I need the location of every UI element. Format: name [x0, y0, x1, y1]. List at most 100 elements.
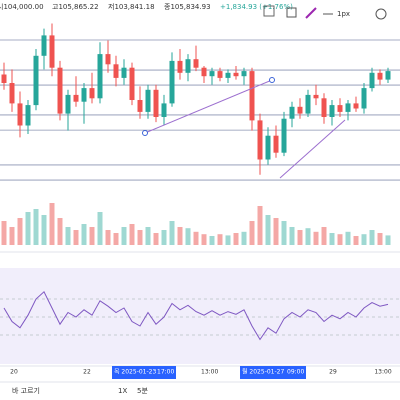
crosshair-box	[240, 366, 306, 379]
candle-body	[241, 71, 247, 77]
volume-bar	[329, 233, 335, 245]
volume-bar	[193, 231, 199, 245]
x-tick-label: 22	[83, 369, 91, 376]
volume-bar	[177, 227, 183, 245]
crosshair-date: 월 2025-01-27	[242, 368, 284, 376]
handle[interactable]	[142, 130, 148, 136]
candle-body	[233, 72, 239, 77]
volume-bar	[105, 230, 111, 245]
candle-body	[177, 60, 183, 73]
volume-bar	[113, 233, 119, 245]
volume-bar	[33, 209, 39, 245]
volume-bar	[161, 230, 167, 245]
candle-body	[361, 88, 367, 109]
candle-body	[169, 60, 175, 104]
handle[interactable]	[269, 77, 275, 83]
x-tick-label: 20	[10, 369, 18, 376]
header-close: 종105,834.93	[164, 3, 211, 11]
candle-body	[57, 67, 63, 114]
trend-line	[144, 79, 273, 134]
candle-body	[313, 94, 319, 99]
volume-bar	[297, 230, 303, 245]
volume-bar	[185, 228, 191, 245]
candle-body	[113, 64, 119, 78]
candle-body	[265, 135, 271, 160]
trend-line	[279, 119, 346, 179]
volume-bar	[233, 233, 239, 245]
candle-body	[129, 67, 135, 100]
volume-bar	[145, 227, 151, 245]
candle-body	[353, 103, 359, 109]
candle-body	[161, 103, 167, 117]
candle-body	[89, 88, 95, 99]
volume-bar	[1, 221, 7, 245]
candle-body	[305, 94, 311, 114]
candle-body	[337, 105, 343, 112]
volume-bar	[377, 233, 383, 245]
crosshair-time: 17:00	[157, 369, 174, 376]
candle-body	[289, 106, 295, 119]
volume-bar	[241, 231, 247, 245]
candle-body	[281, 118, 287, 153]
candle-body	[49, 35, 55, 68]
volume-bar	[313, 231, 319, 245]
pen-icon[interactable]	[305, 7, 317, 19]
volume-bar	[225, 235, 231, 245]
volume-bar	[153, 233, 159, 245]
candle-body	[345, 103, 351, 112]
volume-bar	[57, 218, 63, 245]
header-change: +1,834.93 (+1.76%)	[220, 3, 293, 11]
x-tick-label: 13:00	[201, 369, 218, 376]
volume-bar	[385, 235, 391, 245]
volume-bar	[17, 218, 23, 245]
volume-bar	[281, 221, 287, 245]
candle-body	[9, 83, 15, 104]
volume-bar	[217, 234, 223, 245]
volume-bar	[265, 215, 271, 245]
bar-select[interactable]: 바 고르기	[12, 386, 40, 395]
candle-body	[1, 74, 7, 83]
candle-body	[121, 67, 127, 78]
candle-body	[193, 59, 199, 68]
candle-body	[297, 106, 303, 114]
rsi-line	[3, 290, 389, 341]
volume-bar	[137, 230, 143, 245]
zoom[interactable]: 1X	[118, 387, 127, 395]
candle-body	[257, 120, 263, 160]
icon[interactable]	[263, 5, 275, 17]
candle-body	[145, 89, 151, 112]
interval[interactable]: 5분	[137, 387, 148, 395]
volume-bar	[97, 212, 103, 245]
candle-body	[321, 98, 327, 117]
volume-bar	[169, 221, 175, 245]
candle-body	[33, 55, 39, 106]
volume-bar	[305, 228, 311, 245]
icon[interactable]	[286, 7, 297, 18]
candle-body	[25, 105, 31, 126]
candle-body	[153, 89, 159, 117]
line-width[interactable]: 1px	[337, 10, 350, 18]
volume-bar	[41, 215, 47, 245]
volume-bar	[289, 227, 295, 245]
volume-bar	[273, 218, 279, 245]
candle-body	[209, 71, 215, 77]
crosshair-time: 09:00	[287, 369, 304, 376]
volume-bar	[209, 236, 215, 245]
candle-body	[377, 72, 383, 80]
volume-bar	[49, 203, 55, 245]
x-tick-label: 13:00	[374, 369, 391, 376]
volume-bar	[353, 236, 359, 245]
candle-body	[369, 72, 375, 89]
candle-body	[73, 94, 79, 102]
volume-bar	[337, 234, 343, 245]
volume-bar	[81, 224, 87, 245]
volume-bar	[345, 231, 351, 245]
candle-body	[97, 54, 103, 99]
icon[interactable]	[375, 8, 387, 20]
x-tick-label: 29	[329, 369, 337, 376]
candle-body	[249, 71, 255, 121]
volume-bar	[321, 227, 327, 245]
candle-body	[201, 67, 207, 77]
candle-body	[329, 105, 335, 117]
